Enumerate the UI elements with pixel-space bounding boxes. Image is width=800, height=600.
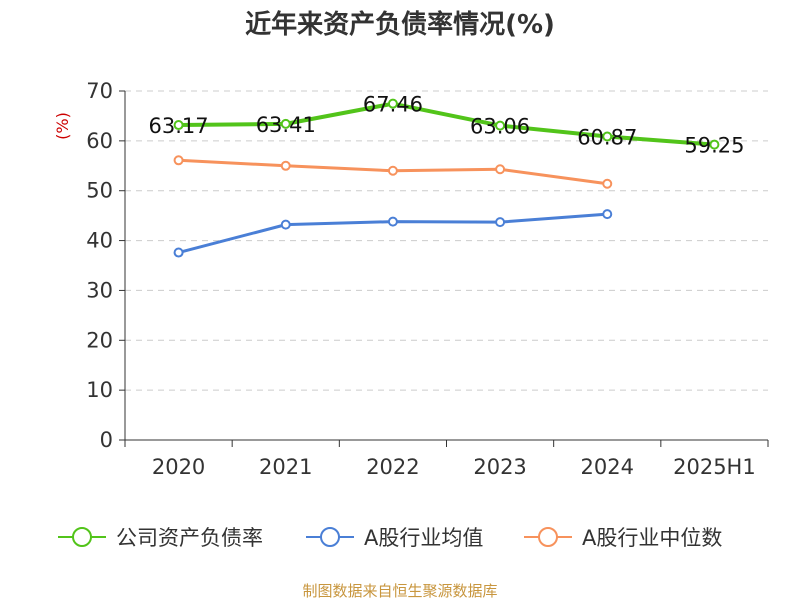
legend-label: A股行业均值 xyxy=(364,526,483,550)
data-point[interactable] xyxy=(280,118,291,129)
series-0 xyxy=(173,98,720,150)
series-1 xyxy=(173,209,613,258)
legend-marker xyxy=(320,527,340,547)
data-point[interactable] xyxy=(602,131,613,142)
data-label: 59.25 xyxy=(684,134,744,158)
axes xyxy=(119,90,769,447)
x-tick-label: 2020 xyxy=(152,455,205,479)
y-tick-label: 40 xyxy=(86,229,113,253)
series-2 xyxy=(173,155,613,189)
legend-item-1[interactable]: A股行业均值 xyxy=(306,526,483,550)
data-point[interactable] xyxy=(495,164,506,175)
data-labels: 63.17 63.41 67.46 63.06 60.87 59.25 xyxy=(149,93,745,158)
legend-marker xyxy=(72,527,92,547)
x-tick-label: 2022 xyxy=(366,455,419,479)
x-tick-label: 2023 xyxy=(473,455,526,479)
y-tick-label: 70 xyxy=(86,79,113,103)
legend-marker xyxy=(538,527,558,547)
y-tick-label: 50 xyxy=(86,179,113,203)
data-label: 63.17 xyxy=(149,114,209,138)
x-tick-label: 2021 xyxy=(259,455,312,479)
gridlines xyxy=(125,90,768,391)
legend-label: A股行业中位数 xyxy=(582,526,722,550)
y-tick-label: 10 xyxy=(86,378,113,402)
data-point[interactable] xyxy=(602,178,613,189)
data-point[interactable] xyxy=(173,120,184,131)
y-tick-labels: 0 10 20 30 40 50 60 70 xyxy=(86,79,113,452)
data-point[interactable] xyxy=(602,209,613,220)
data-label: 63.41 xyxy=(256,113,316,137)
data-point[interactable] xyxy=(495,217,506,228)
data-point[interactable] xyxy=(280,160,291,171)
chart-title: 近年来资产负债率情况(%) xyxy=(245,9,555,40)
data-point[interactable] xyxy=(387,165,398,176)
data-label: 67.46 xyxy=(363,93,423,117)
x-tick-label: 2024 xyxy=(581,455,634,479)
data-point[interactable] xyxy=(280,219,291,230)
legend[interactable]: 公司资产负债率 A股行业均值 A股行业中位数 xyxy=(58,526,722,550)
y-tick-label: 30 xyxy=(86,278,113,302)
data-point[interactable] xyxy=(173,155,184,166)
data-point[interactable] xyxy=(173,247,184,258)
x-tick-label: 2025H1 xyxy=(673,455,756,479)
series-line xyxy=(178,101,715,147)
y-tick-label: 0 xyxy=(100,428,113,452)
legend-item-0[interactable]: 公司资产负债率 xyxy=(58,526,263,550)
legend-label: 公司资产负债率 xyxy=(116,526,263,550)
y-axis-label: (%) xyxy=(53,112,72,140)
y-tick-label: 20 xyxy=(86,328,113,352)
data-label: 60.87 xyxy=(577,126,637,150)
x-tick-labels: 2020 2021 2022 2023 2024 2025H1 xyxy=(152,455,756,479)
y-tick-label: 60 xyxy=(86,129,113,153)
legend-item-2[interactable]: A股行业中位数 xyxy=(524,526,722,550)
data-point[interactable] xyxy=(495,120,506,131)
data-label: 63.06 xyxy=(470,115,530,139)
data-point[interactable] xyxy=(387,98,398,109)
series-lines xyxy=(173,98,720,258)
data-point[interactable] xyxy=(387,216,398,227)
source-note: 制图数据来自恒生聚源数据库 xyxy=(302,582,497,600)
data-point[interactable] xyxy=(709,139,720,150)
